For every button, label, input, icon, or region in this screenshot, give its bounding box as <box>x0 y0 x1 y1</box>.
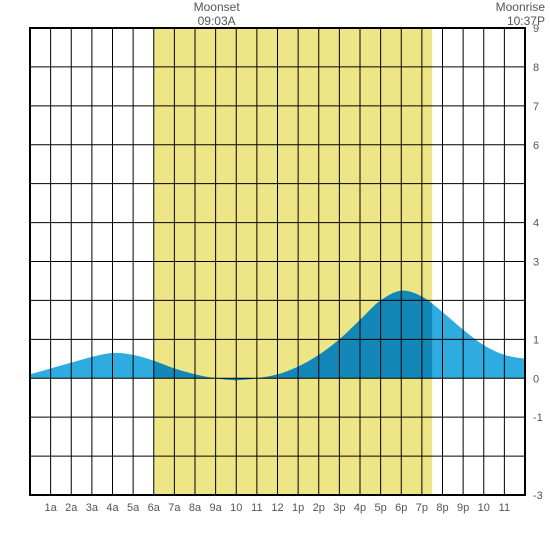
y-tick-label: -1 <box>533 412 543 424</box>
x-tick-label: 11 <box>499 502 510 514</box>
x-tick-label: 4a <box>106 502 119 514</box>
x-tick-label: 8p <box>436 502 448 514</box>
y-tick-label: 6 <box>533 140 539 152</box>
x-tick-label: 2a <box>65 502 78 514</box>
x-axis-labels: 1a 2a 3a 4a 5a 6a 7a 8a 9a 10 11 12 1p 2p 3p 4p 5p 6p 7p 8p… <box>45 502 511 514</box>
x-tick-label: 3p <box>333 502 345 514</box>
moonrise-title: Moonrise <box>496 0 545 14</box>
x-tick-label: 5p <box>375 502 387 514</box>
x-tick-label: 6a <box>148 502 161 514</box>
x-tick-label: 6p <box>395 502 407 514</box>
y-tick-label: 7 <box>533 101 539 113</box>
moonrise-label: Moonrise 10:37P <box>496 0 545 29</box>
y-tick-label: 8 <box>533 62 539 74</box>
x-tick-label: 9a <box>210 502 223 514</box>
moonset-label: Moonset 09:03A <box>187 0 247 29</box>
x-tick-label: 10 <box>230 502 242 514</box>
y-tick-label: 4 <box>533 218 539 230</box>
moonrise-time: 10:37P <box>496 14 545 28</box>
y-axis-labels: -3-101346789 <box>533 23 543 502</box>
x-tick-label: 1a <box>45 502 58 514</box>
x-tick-label: 7a <box>168 502 181 514</box>
x-tick-label: 8a <box>189 502 202 514</box>
y-tick-label: 0 <box>533 373 539 385</box>
x-tick-label: 3a <box>86 502 99 514</box>
chart-svg: 1a2a3a4a5a6a7a8a9a1011121p2p3p4p5p6p7p8p… <box>0 0 550 550</box>
x-tick-label: 7p <box>416 502 428 514</box>
moonset-title: Moonset <box>187 0 247 14</box>
moonset-time: 09:03A <box>187 14 247 28</box>
x-tick-label: 12 <box>271 502 283 514</box>
tide-chart: Moonset 09:03A Moonrise 10:37P 1a 2a 3a 4a 5… <box>0 0 550 550</box>
x-tick-label: 1p <box>292 502 304 514</box>
x-tick-label: 11 <box>251 502 262 514</box>
x-tick-label: 9p <box>457 502 469 514</box>
x-tick-label: 2p <box>313 502 325 514</box>
y-tick-label: 3 <box>533 257 539 269</box>
x-tick-label: 5a <box>127 502 140 514</box>
y-tick-label: -3 <box>533 490 543 502</box>
x-tick-label: 4p <box>354 502 366 514</box>
y-tick-label: 1 <box>533 334 539 346</box>
x-tick-label: 10 <box>478 502 490 514</box>
